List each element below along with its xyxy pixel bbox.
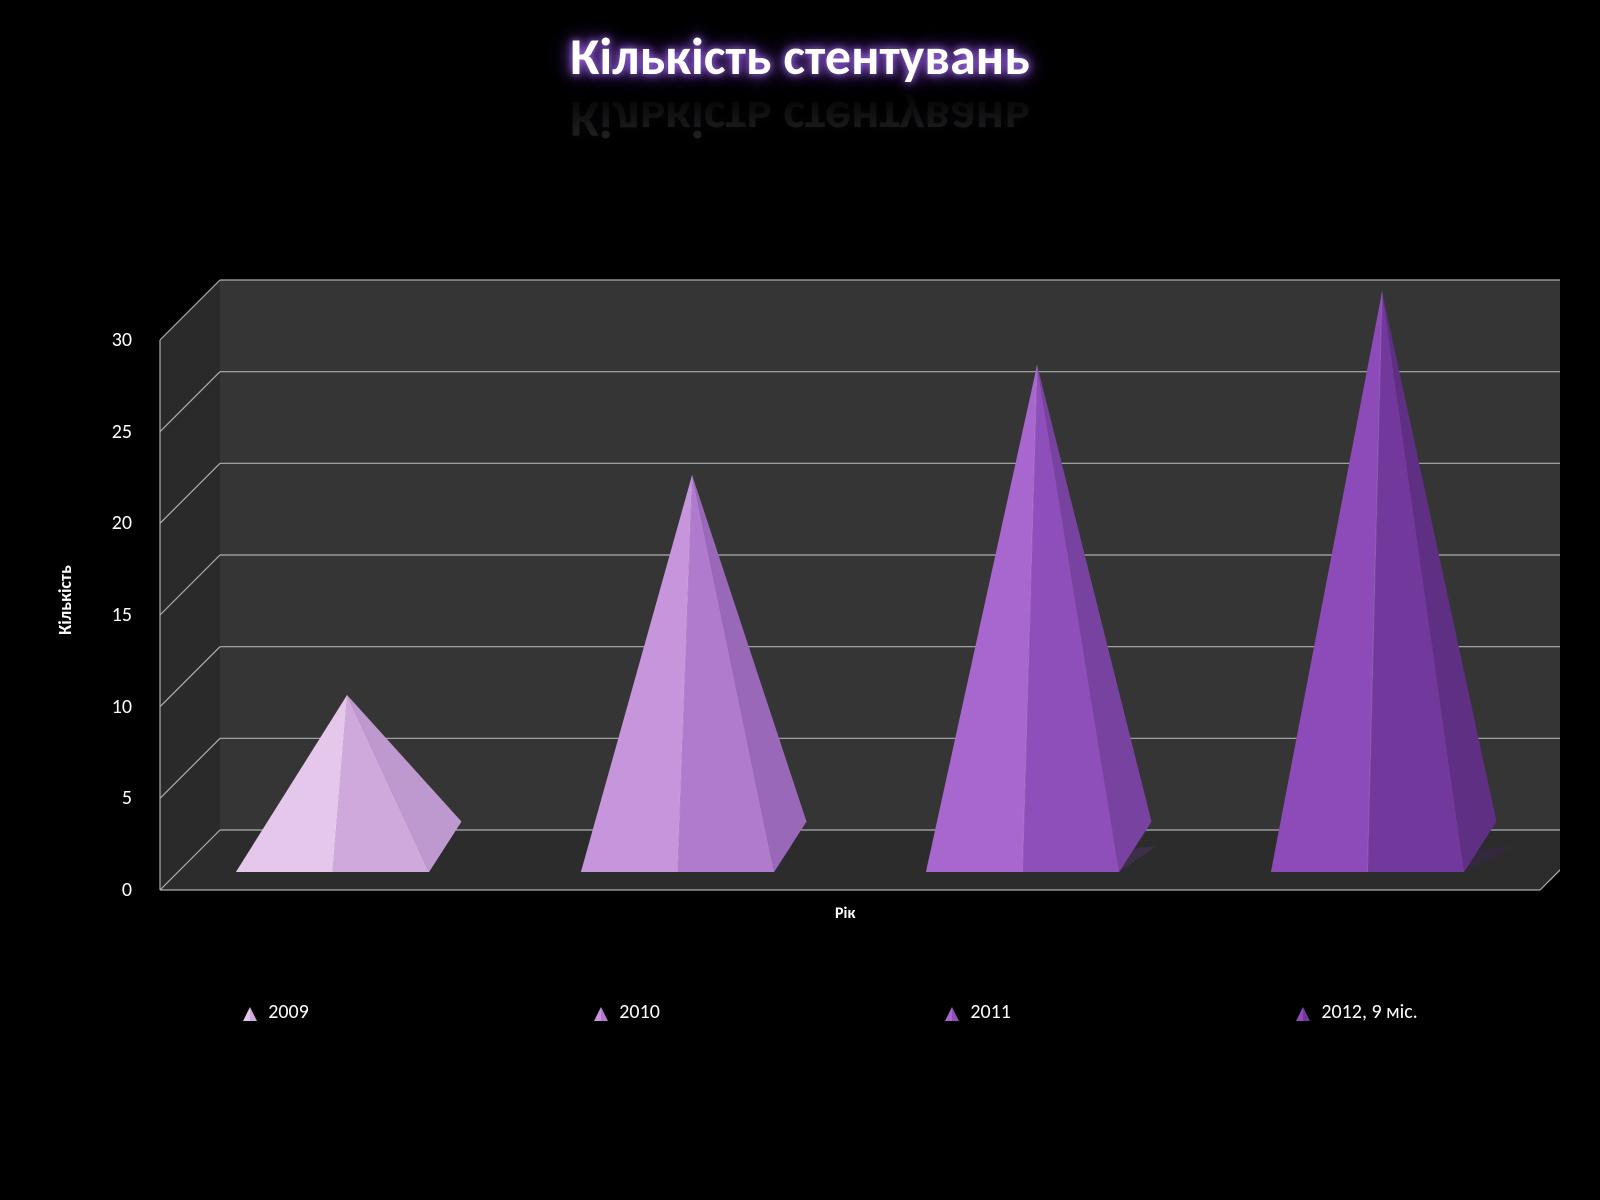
y-axis-label: Кількість xyxy=(54,565,76,635)
y-tick-label: 25 xyxy=(92,420,132,444)
legend-swatch xyxy=(593,1004,609,1020)
chart-svg xyxy=(100,260,1560,940)
legend-swatch xyxy=(1295,1004,1311,1020)
y-tick-label: 10 xyxy=(92,695,132,719)
legend-item: 2010 xyxy=(593,1000,660,1024)
y-tick-label: 0 xyxy=(92,878,132,902)
legend-item: 2009 xyxy=(242,1000,309,1024)
legend-label: 2010 xyxy=(619,1000,660,1024)
chart-title-wrap: Кількість стентувань Кількість стентуван… xyxy=(0,24,1600,88)
legend-item: 2011 xyxy=(944,1000,1011,1024)
chart-title-reflection: Кількість стентувань xyxy=(0,88,1600,152)
legend-label: 2012, 9 міс. xyxy=(1321,1000,1417,1024)
chart-plot-area: Кількість 051015202530 Рік xyxy=(100,260,1560,940)
legend-item: 2012, 9 міс. xyxy=(1295,1000,1417,1024)
chart-title: Кількість стентувань xyxy=(570,24,1030,88)
legend-swatch xyxy=(242,1004,258,1020)
y-tick-label: 5 xyxy=(92,786,132,810)
y-tick-label: 20 xyxy=(92,511,132,535)
y-tick-label: 15 xyxy=(92,603,132,627)
x-axis-label: Рік xyxy=(835,904,855,923)
legend-swatch xyxy=(944,1004,960,1020)
y-tick-label: 30 xyxy=(92,328,132,352)
chart-legend: 2009 2010 2011 2012, 9 міс. xyxy=(100,1000,1560,1024)
legend-label: 2009 xyxy=(268,1000,309,1024)
legend-label: 2011 xyxy=(970,1000,1011,1024)
